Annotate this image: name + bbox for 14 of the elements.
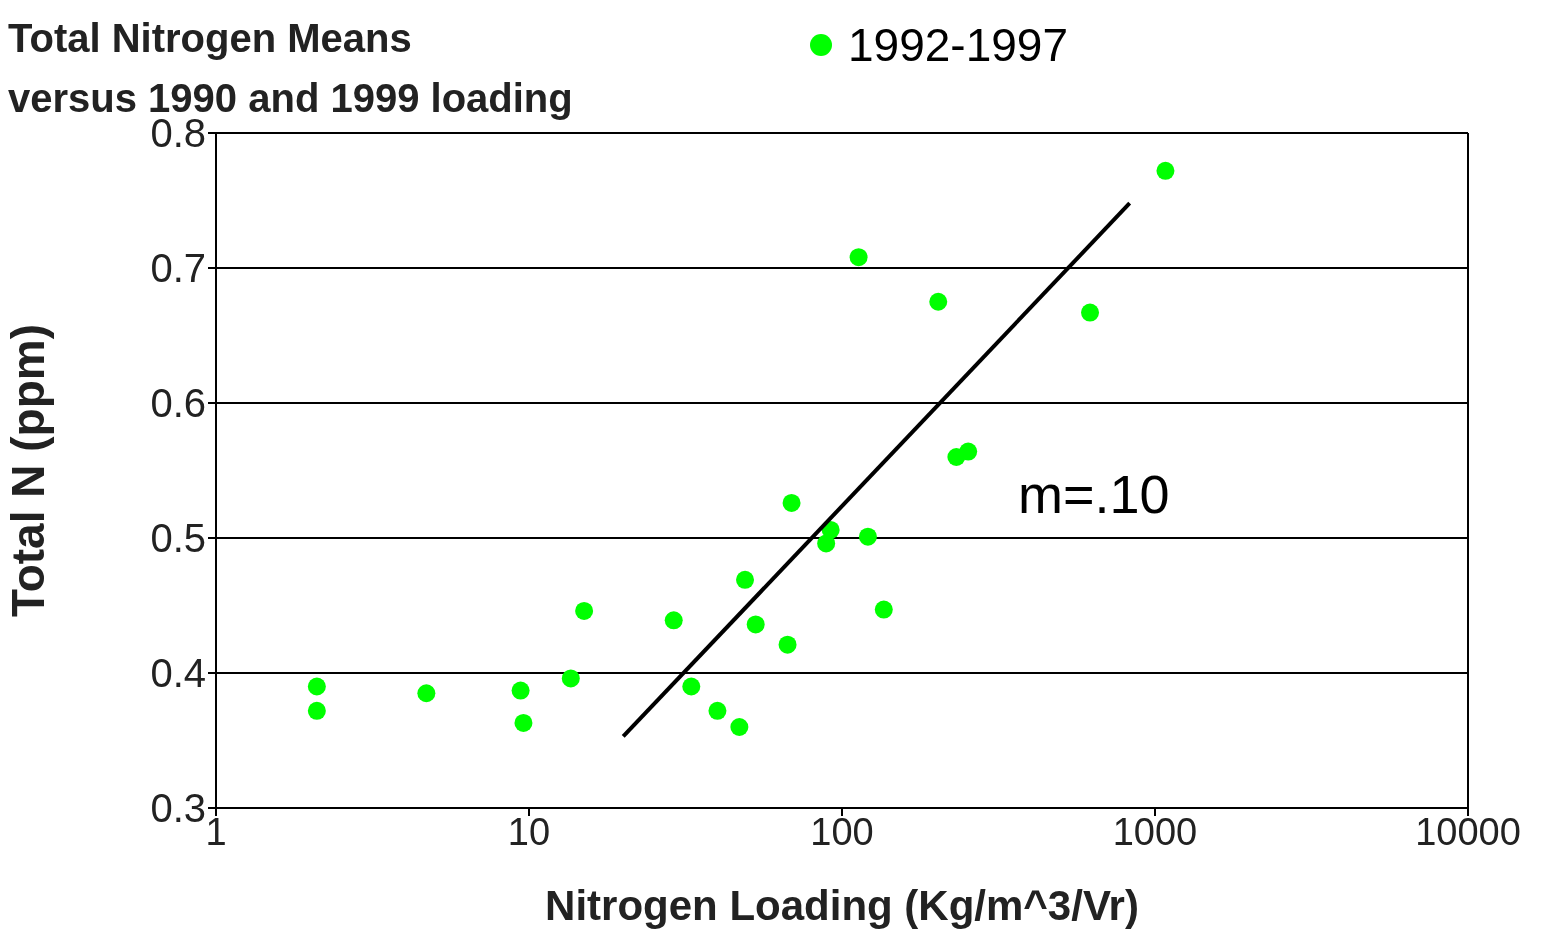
y-tick-label: 0.6 <box>150 381 206 426</box>
x-tick-label: 10000 <box>1415 810 1521 853</box>
y-tick-label: 0.3 <box>150 786 206 831</box>
y-tick-label: 0.7 <box>150 246 206 291</box>
x-axis-title: Nitrogen Loading (Kg/m^3/Vr) <box>545 882 1139 929</box>
x-tick-label: 1000 <box>1112 810 1198 853</box>
y-tick-label: 0.4 <box>150 651 206 696</box>
annotation: m=.10 <box>1018 463 1170 525</box>
x-tick-label: 10 <box>507 810 551 853</box>
y-axis-title: Total N (ppm) <box>2 324 55 617</box>
legend-label: 1992-1997 <box>848 18 1068 72</box>
x-tick-label: 1 <box>205 810 227 853</box>
y-tick-label: 0.5 <box>150 516 206 561</box>
x-tick-label: 100 <box>810 810 874 853</box>
